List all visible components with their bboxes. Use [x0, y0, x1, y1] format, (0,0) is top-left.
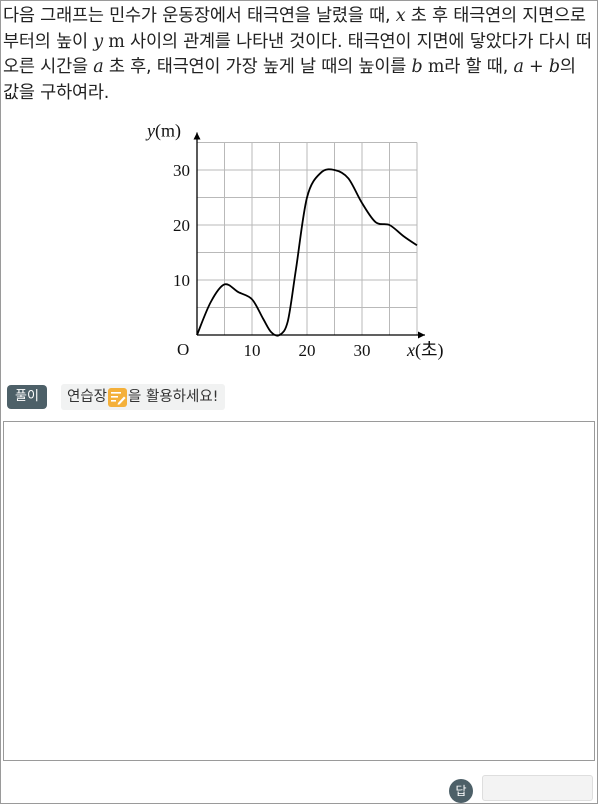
answer-input[interactable] [482, 775, 593, 801]
expr-b: b [548, 57, 560, 77]
var-y: y [93, 31, 103, 52]
unit-meter: m [102, 31, 125, 52]
y-axis-label: y(m) [145, 123, 181, 142]
y-axis-arrow-icon [193, 132, 201, 140]
notepad-pencil-icon[interactable] [108, 387, 128, 407]
unit-meter: m [422, 57, 445, 77]
x-tick-label: 20 [299, 341, 316, 360]
y-tick-label: 10 [173, 271, 190, 290]
x-tick-label: 30 [354, 341, 371, 360]
graph-axes [193, 132, 425, 339]
question-part: 사이의 관계를 나타낸 것이다. 태극연이 지면에 닿았다가 다시 떠오른 시간… [3, 31, 592, 78]
question-part: 라 할 때, [444, 57, 514, 77]
x-axis-arrow-icon [418, 331, 425, 339]
question-part: 다음 그래프는 민수가 운동장에서 태극연을 날렸을 때, [3, 6, 396, 26]
y-tick-label: 30 [173, 161, 190, 180]
practice-tip-prefix: 연습장 [67, 389, 108, 405]
question-part: 초 후, 태극연이 가장 높게 날 때의 높이를 [103, 57, 412, 77]
height-curve [196, 168, 418, 337]
solution-work-area[interactable] [3, 421, 595, 761]
var-b: b [411, 57, 423, 77]
height-time-graph: 10 20 30 10 20 30 y(m) x(초) O [145, 123, 444, 361]
expr-plus: + [523, 57, 549, 77]
question-part: 의 값을 구하여라. [3, 57, 576, 103]
answer-badge: 답 [449, 779, 473, 803]
question-part: 초 후 태극연의 지면으로부터의 높이 [3, 6, 586, 52]
var-x: x [395, 6, 406, 26]
x-tick-label: 10 [244, 341, 261, 360]
practice-pad-tip[interactable]: 연습장 을 활용하세요! [61, 384, 225, 410]
solution-badge: 풀이 [7, 385, 47, 409]
practice-tip-suffix: 을 활용하세요! [128, 389, 219, 405]
graph-grid [197, 142, 418, 335]
question-text: 다음 그래프는 민수가 운동장에서 태극연을 날렸을 때, x 초 후 태극연의… [3, 4, 595, 106]
graph-tick-labels: 10 20 30 10 20 30 [173, 161, 371, 360]
expr-a: a [513, 57, 524, 77]
x-axis-label: x(초) [406, 340, 444, 361]
origin-label: O [177, 340, 189, 359]
var-a: a [93, 57, 104, 77]
y-tick-label: 20 [173, 216, 190, 235]
